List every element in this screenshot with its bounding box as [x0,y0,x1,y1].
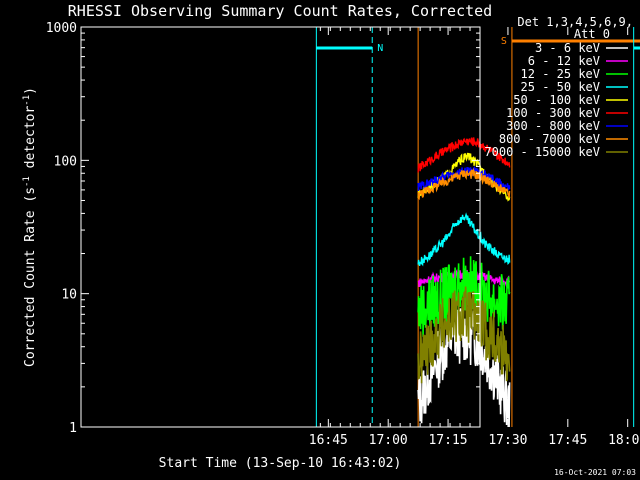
legend-label-6-12-kev: 6 - 12 keV [528,54,600,68]
series-12-25-kev [417,256,511,337]
y-axis-label-sup1: -1 [22,176,32,187]
x-tick-label: 16:45 [309,433,348,448]
timestamp: 16-Oct-2021 07:03 [554,468,636,477]
y-axis-label-sup2: -1 [22,95,32,106]
x-tick-label: 17:45 [548,433,587,448]
x-tick-label: 17:15 [428,433,467,448]
flag-n-label: N [377,43,383,54]
series-7000-15000-kev [417,286,511,384]
x-tick-label: 17:30 [488,433,527,448]
y-tick-label: 1000 [46,21,77,36]
series-25-50-kev [417,212,511,267]
x-tick-label: 17:00 [369,433,408,448]
legend-label-7000-15000-kev: 7000 - 15000 keV [484,145,600,159]
x-axis-label: Start Time (13-Sep-10 16:43:02) [159,456,402,471]
y-tick-label: 10 [61,288,77,303]
plot-area: NS [315,27,640,428]
legend-label-25-50-kev: 25 - 50 keV [521,80,600,94]
y-axis-label-end: ) [23,87,38,95]
legend-label-300-800-kev: 300 - 800 keV [506,119,600,133]
legend-label-800-7000-kev: 800 - 7000 keV [499,132,600,146]
y-axis-label: Corrected Count Rate (s-1 detector-1) [22,87,38,367]
y-tick-label: 100 [54,154,77,169]
legend-header-line1: Det 1,3,4,5,6,9, [517,15,633,29]
plot-frame [80,26,481,428]
series-100-300-kev [417,137,511,173]
legend-header-line2: Att 0 [574,27,610,41]
series-800-7000-kev [417,167,511,201]
chart-title: RHESSI Observing Summary Count Rates, Co… [68,2,492,20]
legend-label-100-300-kev: 100 - 300 keV [506,106,600,120]
axes: 16:4517:0017:1517:3017:4518:0018:1511010… [46,21,640,448]
flag-s-label: S [501,36,507,47]
y-tick-label: 1 [69,421,77,436]
y-axis-label-mid: detector [23,106,38,177]
legend-label-50-100-kev: 50 - 100 keV [513,93,600,107]
x-tick-label: 18:00 [608,433,640,448]
legend-label-12-25-kev: 12 - 25 keV [521,67,600,81]
legend-label-3-6-kev: 3 - 6 keV [535,41,600,55]
y-axis-label-main: Corrected Count Rate (s [23,187,38,367]
